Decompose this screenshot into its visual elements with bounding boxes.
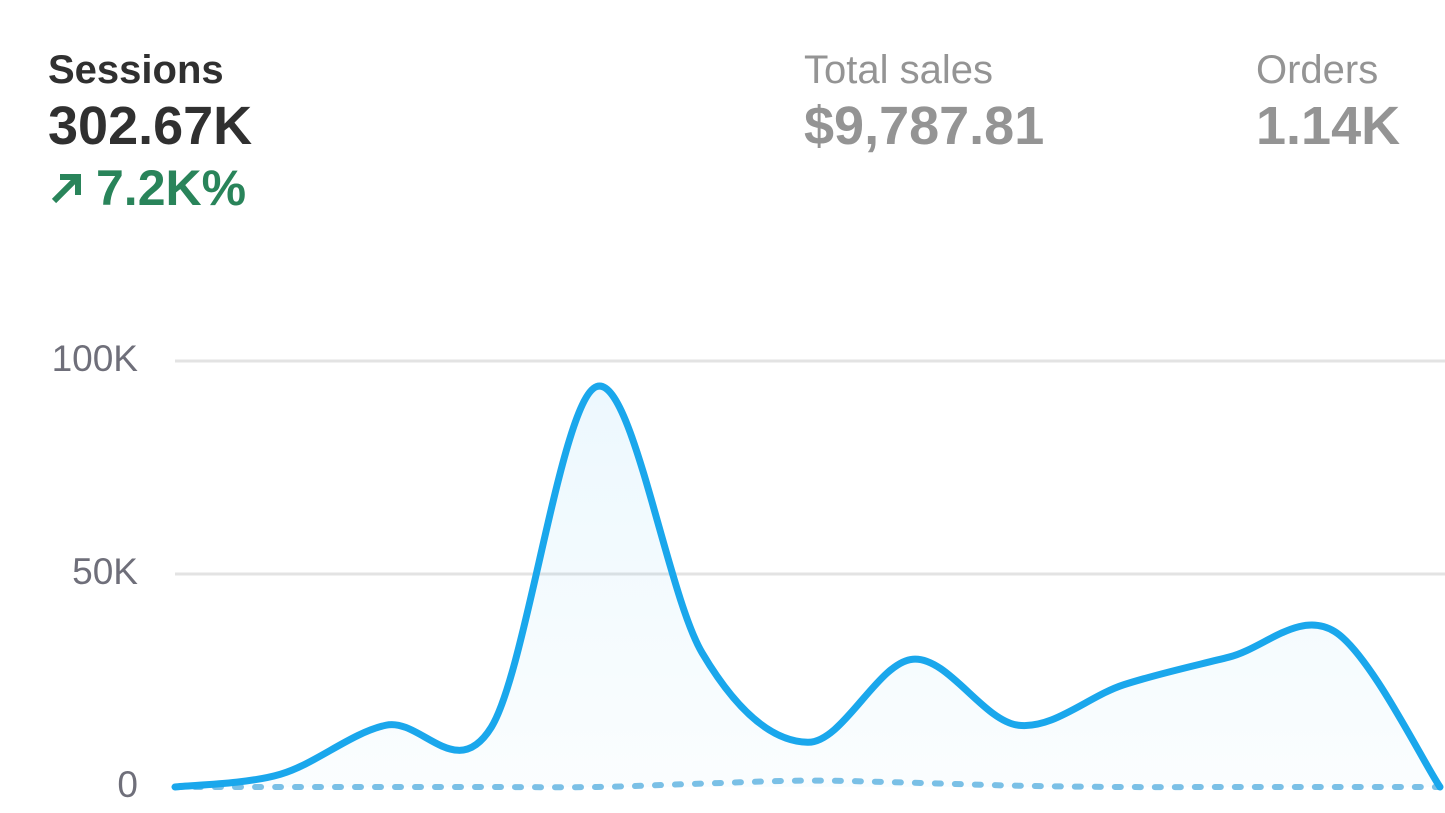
metric-label: Sessions xyxy=(48,48,224,92)
metric-label: Orders xyxy=(1256,48,1379,92)
metric-sessions[interactable]: Sessions 302.67K 7.2K% xyxy=(48,46,252,218)
metric-value: $9,787.81 xyxy=(804,96,1045,156)
metric-label: Total sales xyxy=(804,48,993,92)
area-fill xyxy=(175,386,1440,787)
y-tick-label: 0 xyxy=(117,764,138,805)
metric-orders[interactable]: Orders 1.14K xyxy=(1256,46,1400,158)
metric-value: 1.14K xyxy=(1256,96,1401,156)
metric-value: 302.67K xyxy=(48,96,253,156)
metric-change: 7.2K% xyxy=(48,158,252,218)
arrow-up-right-icon xyxy=(51,174,81,204)
change-value: 7.2K% xyxy=(96,160,247,216)
y-tick-label: 100K xyxy=(52,338,139,379)
metric-total-sales[interactable]: Total sales $9,787.81 xyxy=(804,46,1044,158)
series-line xyxy=(171,382,1444,791)
y-tick-label: 50K xyxy=(72,551,138,592)
